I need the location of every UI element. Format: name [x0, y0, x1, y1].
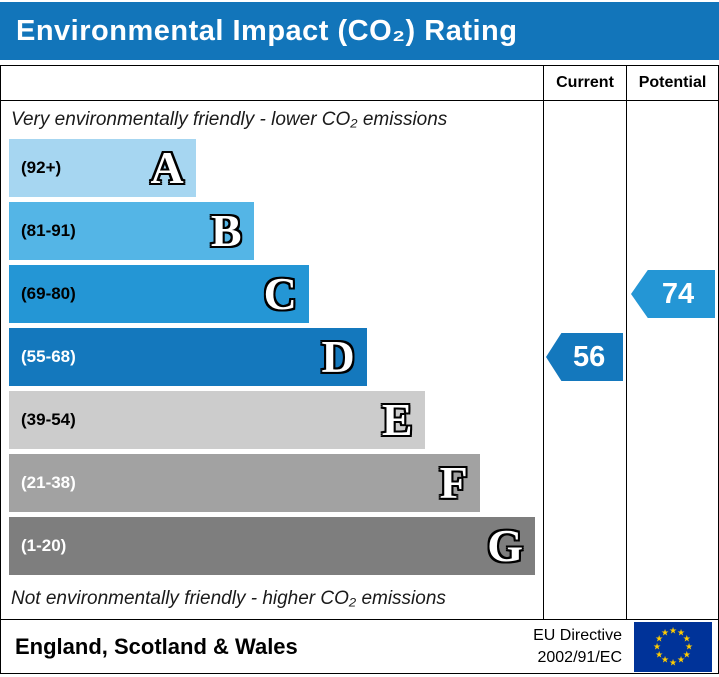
page-title: Environmental Impact (CO₂) Rating	[16, 14, 518, 47]
current-arrow: 56	[546, 333, 623, 381]
star-icon: ★	[676, 654, 686, 665]
band-range-label: (81-91)	[21, 221, 76, 240]
band-row-b: (81-91) B	[9, 202, 535, 265]
band-letter: D	[321, 331, 355, 382]
current-column: 56	[544, 101, 627, 619]
band-row-a: (92+) A	[9, 139, 535, 202]
star-icon: ★	[682, 633, 691, 643]
band-range-label: (21-38)	[21, 473, 76, 492]
potential-value: 74	[661, 277, 695, 310]
star-icon: ★	[655, 649, 664, 659]
star-icon: ★	[676, 627, 686, 638]
band-bar-a: (92+) A	[9, 139, 196, 197]
bottom-note: Not environmentally friendly - higher CO…	[11, 588, 446, 609]
band-bar-c: (69-80) C	[9, 265, 309, 323]
star-icon: ★	[668, 625, 678, 635]
band-letter: B	[210, 205, 242, 256]
potential-arrow: 74	[631, 270, 715, 318]
footer: England, Scotland & Wales EU Directive 2…	[0, 620, 719, 674]
band-range-label: (55-68)	[21, 347, 76, 366]
band-row-d: (55-68) D	[9, 328, 535, 391]
band-row-e: (39-54) E	[9, 391, 535, 454]
band-bar-f: (21-38) F	[9, 454, 480, 512]
bands-column: Very environmentally friendly - lower CO…	[1, 101, 544, 619]
band-letter: G	[487, 520, 523, 571]
bands: (92+) A (81-91) B (69-80) C	[1, 139, 543, 580]
star-icon: ★	[660, 654, 670, 665]
band-letter: A	[150, 142, 184, 193]
header-spacer	[1, 66, 544, 101]
eu-directive-line1: EU Directive	[533, 626, 622, 644]
star-icon: ★	[655, 633, 664, 643]
band-bar-g: (1-20) G	[9, 517, 535, 575]
star-icon: ★	[652, 641, 662, 651]
band-bar-d: (55-68) D	[9, 328, 367, 386]
eu-directive-line2: 2002/91/EC	[537, 648, 622, 666]
star-icon: ★	[668, 657, 678, 667]
star-icon: ★	[660, 627, 670, 638]
top-note: Very environmentally friendly - lower CO…	[11, 109, 448, 130]
current-value: 56	[572, 340, 606, 373]
band-bar-b: (81-91) B	[9, 202, 254, 260]
title-bar: Environmental Impact (CO₂) Rating	[0, 2, 719, 60]
eu-directive-text: EU Directive 2002/91/EC	[533, 625, 622, 668]
column-header-potential: Potential	[627, 66, 718, 101]
band-letter: C	[263, 268, 297, 319]
band-range-label: (1-20)	[21, 536, 67, 555]
potential-column: 74	[627, 101, 718, 619]
eu-flag: ★ ★ ★ ★ ★ ★ ★ ★ ★ ★ ★ ★	[634, 621, 712, 672]
band-range-label: (92+)	[21, 158, 62, 177]
band-range-label: (39-54)	[21, 410, 76, 429]
band-letter: F	[439, 457, 468, 508]
column-header-current: Current	[544, 66, 627, 101]
region-label: England, Scotland & Wales	[15, 633, 298, 659]
star-icon: ★	[682, 649, 691, 659]
band-row-c: (69-80) C	[9, 265, 535, 328]
star-icon: ★	[684, 641, 694, 651]
band-bar-e: (39-54) E	[9, 391, 425, 449]
band-letter: E	[381, 394, 413, 445]
band-range-label: (69-80)	[21, 284, 76, 303]
band-row-f: (21-38) F	[9, 454, 535, 517]
rating-chart: Current Potential Very environmentally f…	[0, 65, 719, 620]
band-row-g: (1-20) G	[9, 517, 535, 580]
